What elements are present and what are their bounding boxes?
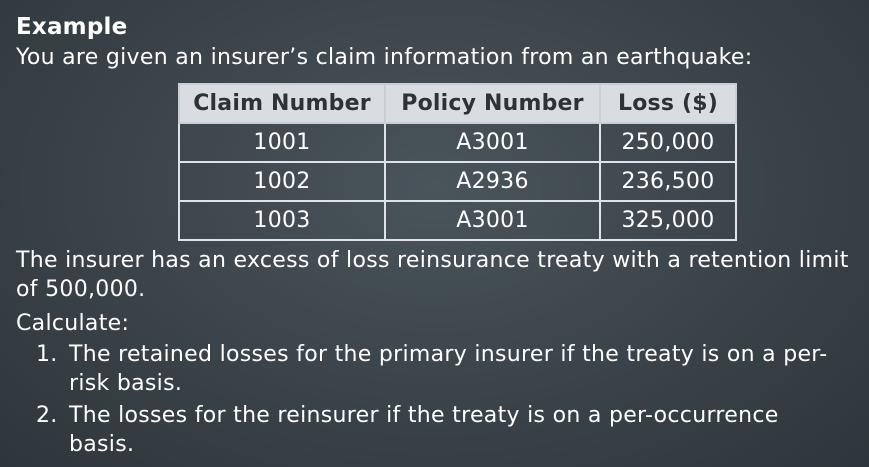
treaty-description: The insurer has an excess of loss reinsu… bbox=[16, 248, 849, 302]
loss-cell: 325,000 bbox=[599, 200, 737, 241]
list-item: 2. The losses for the reinsurer if the t… bbox=[36, 401, 846, 459]
column-header-loss: Loss ($) bbox=[599, 83, 737, 124]
policy-number-cell: A3001 bbox=[384, 200, 601, 241]
list-item: 1. The retained losses for the primary i… bbox=[36, 340, 846, 398]
intro-text: You are given an insurer’s claim informa… bbox=[16, 45, 753, 70]
list-item-number: 1. bbox=[36, 342, 58, 367]
list-item-text: The retained losses for the primary insu… bbox=[69, 342, 828, 396]
column-header-claim-number: Claim Number bbox=[178, 83, 386, 124]
example-heading: Example bbox=[16, 14, 128, 40]
table-row: 1001 A3001 250,000 bbox=[178, 122, 737, 163]
list-item-text: The losses for the reinsurer if the trea… bbox=[69, 403, 779, 457]
claims-table: Claim Number Policy Number Loss ($) 1001… bbox=[178, 83, 737, 241]
claim-number-cell: 1003 bbox=[178, 200, 386, 241]
calculate-label: Calculate: bbox=[16, 311, 130, 336]
policy-number-cell: A3001 bbox=[384, 122, 601, 163]
table-row: 1003 A3001 325,000 bbox=[178, 200, 737, 241]
table-row: 1002 A2936 236,500 bbox=[178, 161, 737, 202]
table-header-row: Claim Number Policy Number Loss ($) bbox=[178, 83, 737, 124]
loss-cell: 250,000 bbox=[599, 122, 737, 163]
claim-number-cell: 1002 bbox=[178, 161, 386, 202]
policy-number-cell: A2936 bbox=[384, 161, 601, 202]
claim-number-cell: 1001 bbox=[178, 122, 386, 163]
list-item-number: 2. bbox=[36, 403, 58, 428]
loss-cell: 236,500 bbox=[599, 161, 737, 202]
steps-list: 1. The retained losses for the primary i… bbox=[36, 340, 846, 462]
column-header-policy-number: Policy Number bbox=[384, 83, 601, 124]
